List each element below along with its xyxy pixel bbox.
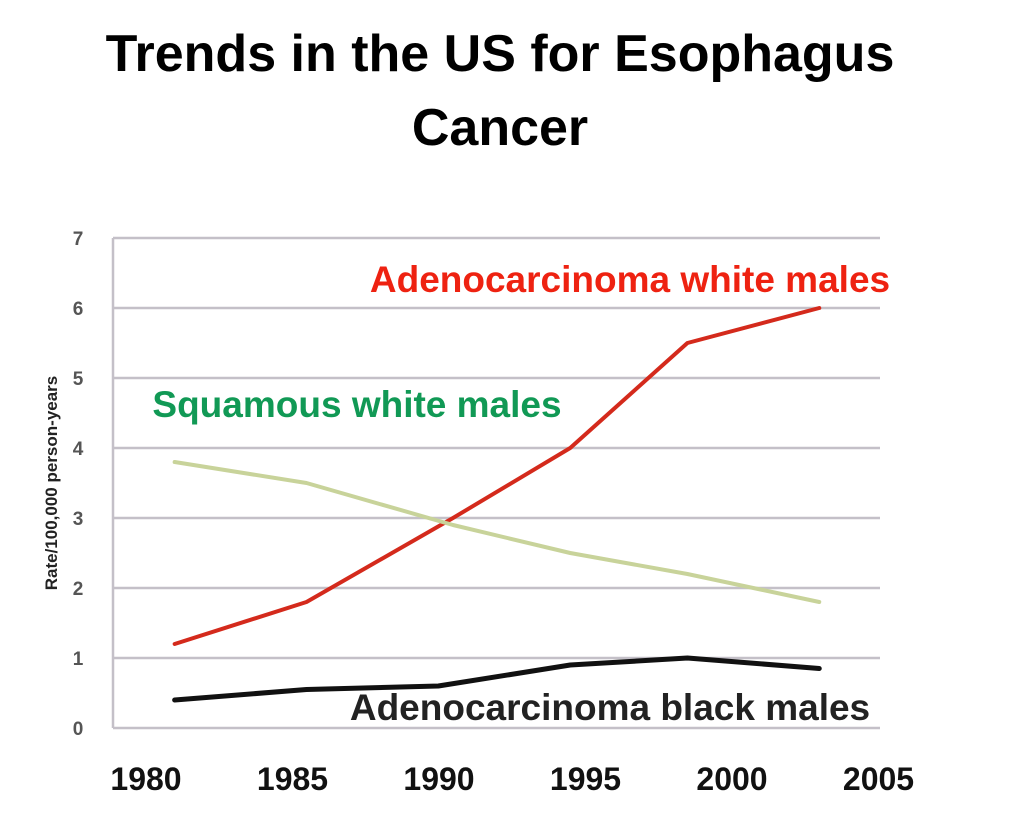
y-tick-label: 6 — [73, 299, 84, 320]
y-tick-label: 1 — [73, 649, 84, 670]
y-axis-label: Rate/100,000 person-years — [42, 376, 61, 591]
series-label: Adenocarcinoma black males — [350, 687, 870, 728]
x-tick-label: 2005 — [843, 761, 914, 797]
y-tick-label: 4 — [73, 439, 84, 460]
y-tick-label: 7 — [73, 229, 84, 250]
x-tick-label: 1985 — [257, 761, 328, 797]
chart-title-line1: Trends in the US for Esophagus — [105, 25, 895, 83]
x-tick-label: 1990 — [403, 761, 474, 797]
y-tick-label: 3 — [73, 509, 84, 530]
series-line — [172, 655, 822, 703]
y-tick-label: 0 — [73, 719, 84, 740]
series-line — [172, 306, 822, 646]
series-line — [172, 460, 822, 604]
x-tick-label: 2000 — [696, 761, 767, 797]
series-label: Squamous white males — [152, 384, 561, 425]
chart-title-line2: Cancer — [411, 99, 589, 157]
series-label: Adenocarcinoma white males — [370, 259, 890, 300]
x-tick-label: 1980 — [110, 761, 181, 797]
y-tick-label: 5 — [73, 369, 84, 390]
x-tick-label: 1995 — [550, 761, 621, 797]
y-tick-label: 2 — [73, 579, 84, 600]
